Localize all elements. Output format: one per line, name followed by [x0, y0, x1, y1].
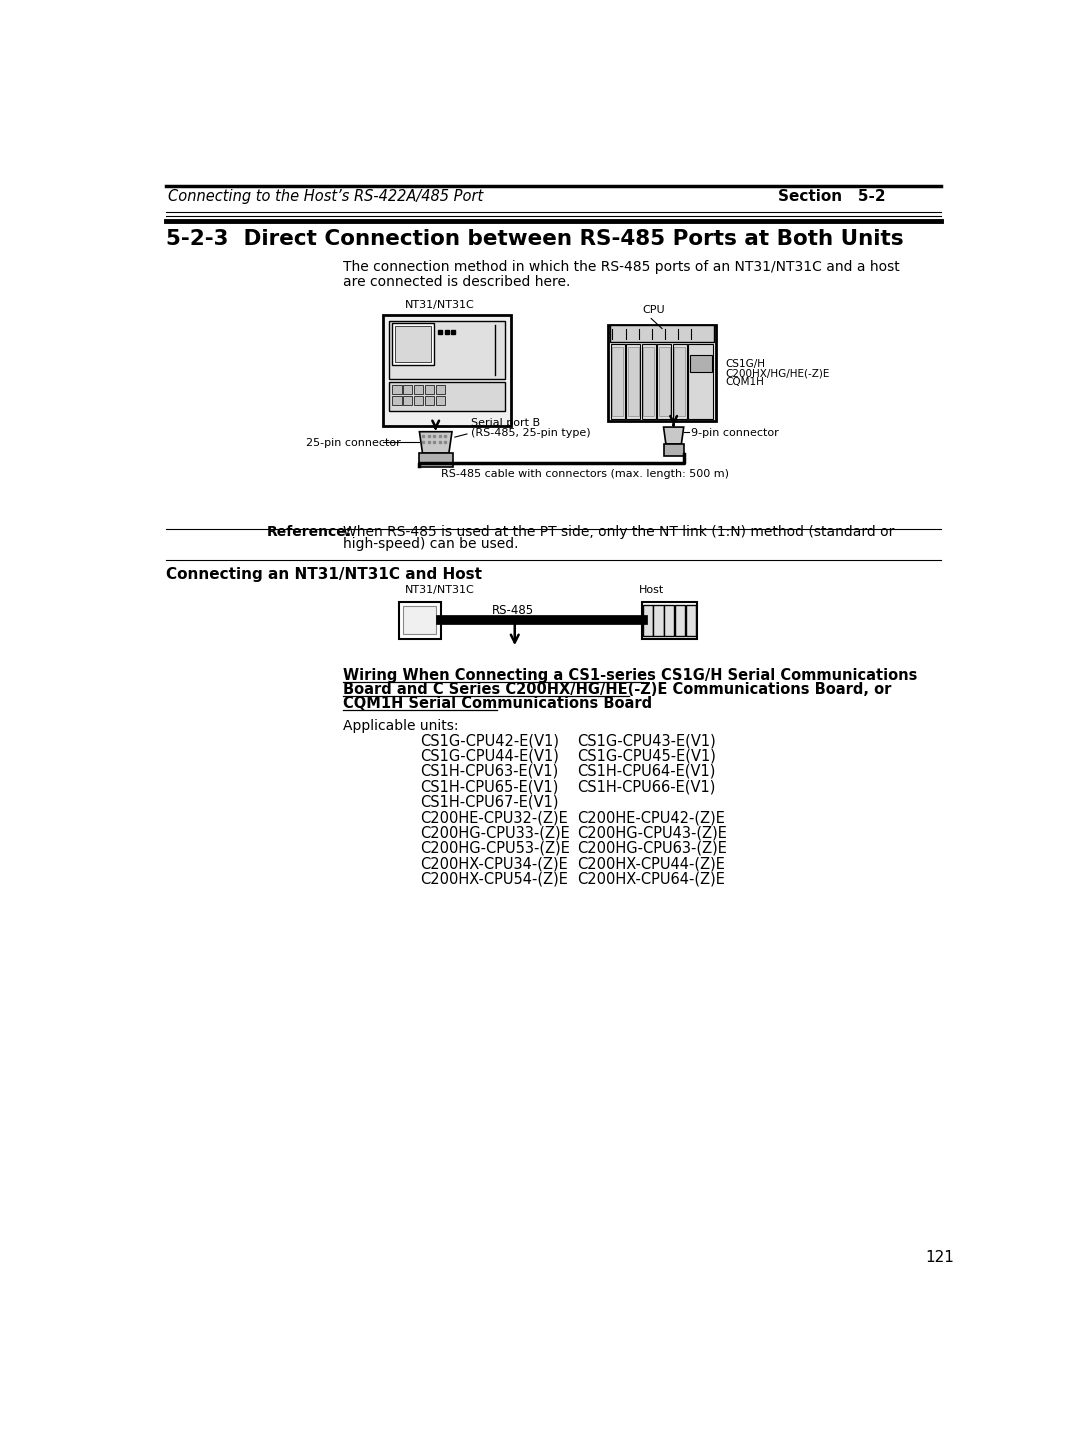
- Bar: [419, 453, 453, 468]
- Bar: [644, 347, 654, 416]
- Text: Serial port B: Serial port B: [471, 418, 540, 428]
- Bar: [435, 385, 445, 395]
- Text: NT31/NT31C: NT31/NT31C: [405, 584, 474, 594]
- Text: The connection method in which the RS-485 ports of an NT31/NT31C and a host: The connection method in which the RS-48…: [342, 260, 900, 274]
- Text: CS1H-CPU65-E(V1): CS1H-CPU65-E(V1): [420, 779, 558, 795]
- Text: C200HE-CPU32-(Z)E: C200HE-CPU32-(Z)E: [420, 811, 568, 825]
- Text: CS1H-CPU63-E(V1): CS1H-CPU63-E(V1): [420, 763, 558, 779]
- Text: (RS-485, 25-pin type): (RS-485, 25-pin type): [471, 428, 591, 438]
- Bar: [610, 324, 714, 342]
- Text: CS1H-CPU67-E(V1): CS1H-CPU67-E(V1): [420, 795, 558, 809]
- Text: C200HX/HG/HE(-Z)E: C200HX/HG/HE(-Z)E: [726, 369, 829, 379]
- Text: Wiring When Connecting a CS1-series CS1G/H Serial Communications: Wiring When Connecting a CS1-series CS1G…: [342, 669, 917, 683]
- Text: C200HG-CPU63-(Z)E: C200HG-CPU63-(Z)E: [577, 841, 727, 855]
- Text: Board and C Series C200HX/HG/HE(-Z)E Communications Board, or: Board and C Series C200HX/HG/HE(-Z)E Com…: [342, 682, 891, 697]
- Text: CS1G-CPU42-E(V1): CS1G-CPU42-E(V1): [420, 733, 559, 748]
- Bar: [626, 344, 640, 419]
- Text: Section   5-2: Section 5-2: [779, 189, 886, 204]
- Bar: [424, 385, 434, 395]
- Text: Connecting an NT31/NT31C and Host: Connecting an NT31/NT31C and Host: [166, 567, 482, 581]
- Text: Applicable units:: Applicable units:: [342, 719, 458, 733]
- Text: CQM1H: CQM1H: [726, 377, 765, 387]
- Bar: [664, 606, 674, 636]
- Text: When RS-485 is used at the PT side, only the NT link (1:N) method (standard or: When RS-485 is used at the PT side, only…: [342, 525, 894, 540]
- Bar: [389, 382, 504, 410]
- Bar: [394, 326, 431, 363]
- Bar: [612, 347, 623, 416]
- Bar: [643, 606, 652, 636]
- Text: CS1G-CPU43-E(V1): CS1G-CPU43-E(V1): [577, 733, 715, 748]
- Text: CS1H-CPU66-E(V1): CS1H-CPU66-E(V1): [577, 779, 715, 795]
- Bar: [663, 443, 684, 455]
- Text: 9-pin connector: 9-pin connector: [691, 428, 779, 438]
- Text: C200HX-CPU44-(Z)E: C200HX-CPU44-(Z)E: [577, 857, 725, 871]
- Bar: [435, 396, 445, 405]
- Text: CS1G/H: CS1G/H: [726, 359, 766, 369]
- Bar: [399, 601, 441, 639]
- Text: NT31/NT31C: NT31/NT31C: [405, 300, 474, 310]
- Bar: [659, 347, 670, 416]
- Bar: [674, 347, 685, 416]
- Text: are connected is described here.: are connected is described here.: [342, 276, 570, 290]
- Text: CPU: CPU: [643, 306, 665, 316]
- Polygon shape: [663, 428, 684, 443]
- Text: C200HG-CPU43-(Z)E: C200HG-CPU43-(Z)E: [577, 825, 727, 841]
- Bar: [403, 385, 413, 395]
- Bar: [675, 606, 685, 636]
- Bar: [403, 607, 436, 634]
- Bar: [414, 385, 423, 395]
- Bar: [392, 385, 402, 395]
- Bar: [392, 323, 434, 366]
- Text: CS1G-CPU45-E(V1): CS1G-CPU45-E(V1): [577, 749, 716, 763]
- Bar: [688, 344, 713, 419]
- Text: 25-pin connector: 25-pin connector: [306, 438, 401, 448]
- Bar: [608, 324, 716, 420]
- Text: CS1H-CPU64-E(V1): CS1H-CPU64-E(V1): [577, 763, 715, 779]
- Bar: [686, 606, 697, 636]
- Text: 5-2-3  Direct Connection between RS-485 Ports at Both Units: 5-2-3 Direct Connection between RS-485 P…: [166, 230, 904, 250]
- Text: RS-485: RS-485: [491, 604, 534, 617]
- Text: C200HX-CPU54-(Z)E: C200HX-CPU54-(Z)E: [420, 871, 568, 887]
- Bar: [642, 601, 697, 639]
- Bar: [383, 314, 511, 426]
- Text: Host: Host: [638, 584, 664, 594]
- Text: C200HX-CPU64-(Z)E: C200HX-CPU64-(Z)E: [577, 871, 725, 887]
- Bar: [392, 396, 402, 405]
- Text: Connecting to the Host’s RS-422A/485 Port: Connecting to the Host’s RS-422A/485 Por…: [167, 189, 483, 204]
- Text: CS1G-CPU44-E(V1): CS1G-CPU44-E(V1): [420, 749, 559, 763]
- Polygon shape: [419, 432, 451, 453]
- Bar: [690, 356, 712, 373]
- Bar: [658, 344, 672, 419]
- Bar: [611, 344, 625, 419]
- Text: C200HX-CPU34-(Z)E: C200HX-CPU34-(Z)E: [420, 857, 568, 871]
- Bar: [627, 347, 638, 416]
- Bar: [424, 396, 434, 405]
- Text: CQM1H Serial Communications Board: CQM1H Serial Communications Board: [342, 696, 652, 712]
- Bar: [642, 344, 656, 419]
- Bar: [389, 321, 504, 379]
- Text: Reference:: Reference:: [267, 525, 352, 540]
- Bar: [653, 606, 663, 636]
- Bar: [403, 396, 413, 405]
- Text: RS-485 cable with connectors (max. length: 500 m): RS-485 cable with connectors (max. lengt…: [441, 469, 729, 479]
- Text: 121: 121: [926, 1250, 955, 1264]
- Bar: [673, 344, 687, 419]
- Text: C200HE-CPU42-(Z)E: C200HE-CPU42-(Z)E: [577, 811, 725, 825]
- Text: C200HG-CPU53-(Z)E: C200HG-CPU53-(Z)E: [420, 841, 570, 855]
- Bar: [414, 396, 423, 405]
- Text: high-speed) can be used.: high-speed) can be used.: [342, 537, 518, 551]
- Text: C200HG-CPU33-(Z)E: C200HG-CPU33-(Z)E: [420, 825, 570, 841]
